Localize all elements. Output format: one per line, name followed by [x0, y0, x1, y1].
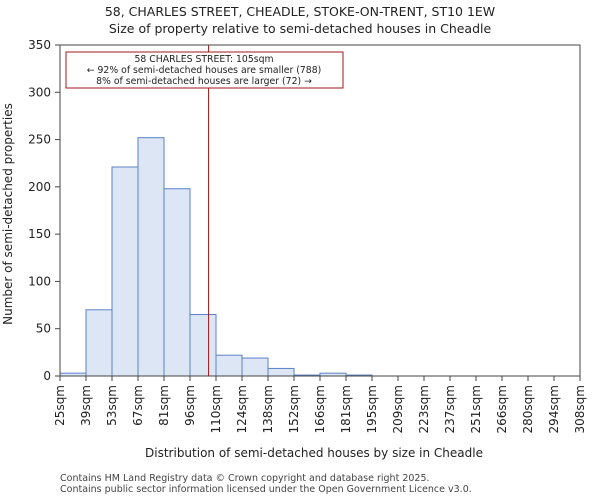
y-axis-ticks: 0 50 100 150 200 250 300 350	[28, 38, 60, 383]
x-tick-label: 152sqm	[287, 385, 301, 433]
annotation-frame	[65, 51, 344, 89]
annotation-line-3: 8% of semi-detached houses are larger (7…	[96, 76, 312, 87]
plot-frame	[59, 44, 581, 377]
bar-124sqm	[241, 357, 269, 377]
y-axis-label: Number of semi-detached properties	[1, 103, 15, 325]
bar-96sqm	[189, 314, 217, 377]
x-tick-label: 280sqm	[521, 385, 535, 433]
bar-110sqm	[215, 354, 243, 377]
chart-title: 58, CHARLES STREET, CHEADLE, STOKE-ON-TR…	[105, 4, 495, 19]
x-tick-label: 96sqm	[183, 385, 197, 426]
footer-licence: Contains public sector information licen…	[60, 484, 472, 495]
y-tick-label: 100	[28, 274, 51, 288]
x-tick-label: 53sqm	[105, 385, 119, 426]
x-tick-label: 266sqm	[495, 385, 509, 433]
y-tick-label: 300	[28, 85, 51, 99]
x-tick-label: 251sqm	[469, 385, 483, 433]
x-axis-ticks: 25sqm 39sqm 53sqm 67sqm 81sqm 96sqm 110sqm 124s…	[53, 376, 587, 433]
annotation-line-1: 58 CHARLES STREET: 105sqm	[134, 54, 273, 65]
bar-81sqm	[163, 188, 191, 377]
x-tick-label: 124sqm	[235, 385, 249, 433]
bar-39sqm	[85, 309, 113, 377]
y-tick-label: 150	[28, 227, 51, 241]
x-tick-label: 81sqm	[157, 385, 171, 426]
y-tick-label: 0	[43, 369, 51, 383]
x-tick-label: 25sqm	[53, 385, 67, 426]
bar-53sqm	[111, 166, 139, 377]
annotation-box: 58 CHARLES STREET: 105sqm ← 92% of semi-…	[65, 51, 344, 89]
y-tick-label: 350	[28, 38, 51, 52]
y-tick-label: 200	[28, 180, 51, 194]
x-tick-label: 294sqm	[547, 385, 561, 433]
x-tick-label: 67sqm	[131, 385, 145, 426]
x-axis-label: Distribution of semi-detached houses by …	[145, 446, 483, 460]
footer-copyright: Contains HM Land Registry data © Crown c…	[60, 473, 430, 484]
x-tick-label: 39sqm	[79, 385, 93, 426]
x-tick-label: 237sqm	[443, 385, 457, 433]
annotation-line-2: ← 92% of semi-detached houses are smalle…	[87, 65, 321, 76]
x-tick-label: 209sqm	[391, 385, 405, 433]
x-tick-label: 181sqm	[339, 385, 353, 433]
x-tick-label: 138sqm	[261, 385, 275, 433]
bar-138sqm	[267, 367, 295, 377]
x-tick-label: 195sqm	[365, 385, 379, 433]
x-tick-label: 110sqm	[209, 385, 223, 433]
chart-subtitle: Size of property relative to semi-detach…	[109, 21, 492, 36]
bar-67sqm	[137, 137, 165, 377]
x-tick-label: 166sqm	[313, 385, 327, 433]
y-tick-label: 50	[36, 322, 51, 336]
x-tick-label: 308sqm	[573, 385, 587, 433]
x-tick-label: 223sqm	[417, 385, 431, 433]
y-tick-label: 250	[28, 133, 51, 147]
bars-group	[59, 137, 373, 377]
